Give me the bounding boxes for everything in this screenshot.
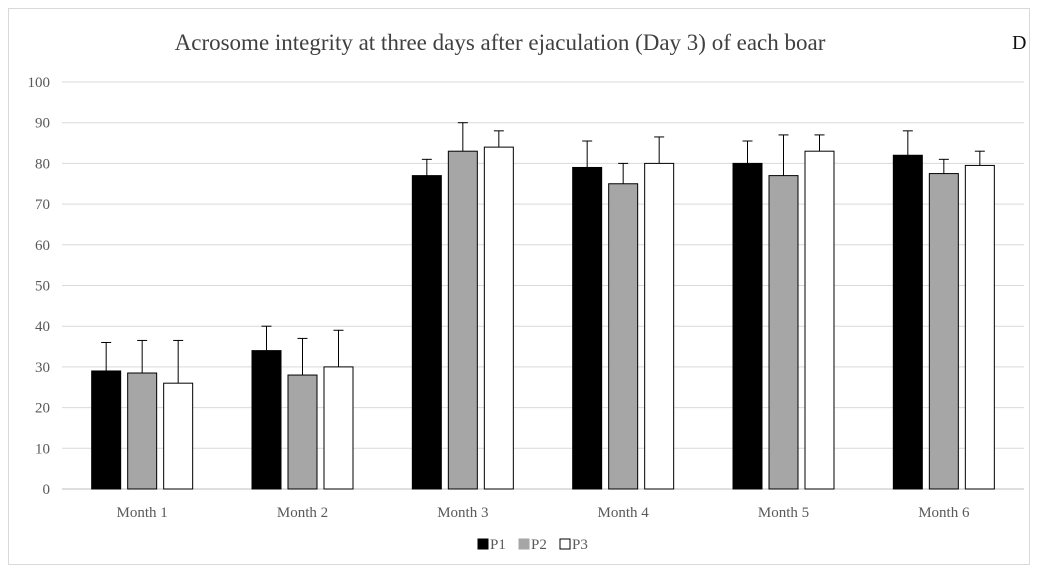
bar-p1	[892, 154, 923, 490]
bar-p3	[804, 150, 835, 490]
y-tick-label: 60	[35, 238, 50, 254]
bar-p1	[732, 162, 763, 490]
y-tick-label: 100	[28, 75, 51, 91]
bar-p2	[287, 374, 318, 490]
y-tick-label: 70	[35, 197, 50, 213]
panel-label: D	[1012, 32, 1027, 54]
bar-p2	[127, 372, 158, 490]
bar-p2	[447, 150, 478, 490]
legend-swatch-p3	[559, 538, 571, 550]
x-tick-label: Month 2	[277, 505, 328, 521]
legend-label-p1: P1	[490, 537, 506, 553]
y-tick-label: 20	[35, 401, 50, 417]
y-tick-label: 80	[35, 156, 50, 172]
chart-title: Acrosome integrity at three days after e…	[174, 30, 826, 55]
bar-p1	[251, 350, 282, 490]
y-tick-label: 0	[43, 482, 51, 498]
y-tick-label: 40	[35, 319, 50, 335]
x-tick-label: Month 6	[918, 505, 970, 521]
bar-p3	[964, 164, 995, 490]
bar-p3	[644, 162, 675, 490]
bar-p2	[608, 183, 639, 490]
x-tick-label: Month 4	[598, 505, 650, 521]
bar-p3	[323, 366, 354, 490]
legend-swatch-p1	[477, 538, 489, 550]
bar-p2	[928, 173, 959, 490]
bar-p1	[411, 175, 442, 490]
bar-p3	[163, 382, 194, 490]
bar-p3	[483, 146, 514, 490]
y-tick-label: 10	[35, 441, 50, 457]
x-tick-label: Month 1	[117, 505, 168, 521]
legend-label-p2: P2	[531, 537, 547, 553]
legend-label-p3: P3	[572, 537, 588, 553]
legend-swatch-p2	[518, 538, 530, 550]
bar-p1	[91, 370, 122, 490]
y-tick-label: 50	[35, 279, 50, 295]
x-tick-label: Month 3	[437, 505, 488, 521]
bar-p2	[768, 175, 799, 490]
x-tick-label: Month 5	[758, 505, 809, 521]
y-tick-label: 30	[35, 360, 50, 376]
bar-p1	[572, 166, 603, 490]
y-tick-label: 90	[35, 116, 50, 132]
